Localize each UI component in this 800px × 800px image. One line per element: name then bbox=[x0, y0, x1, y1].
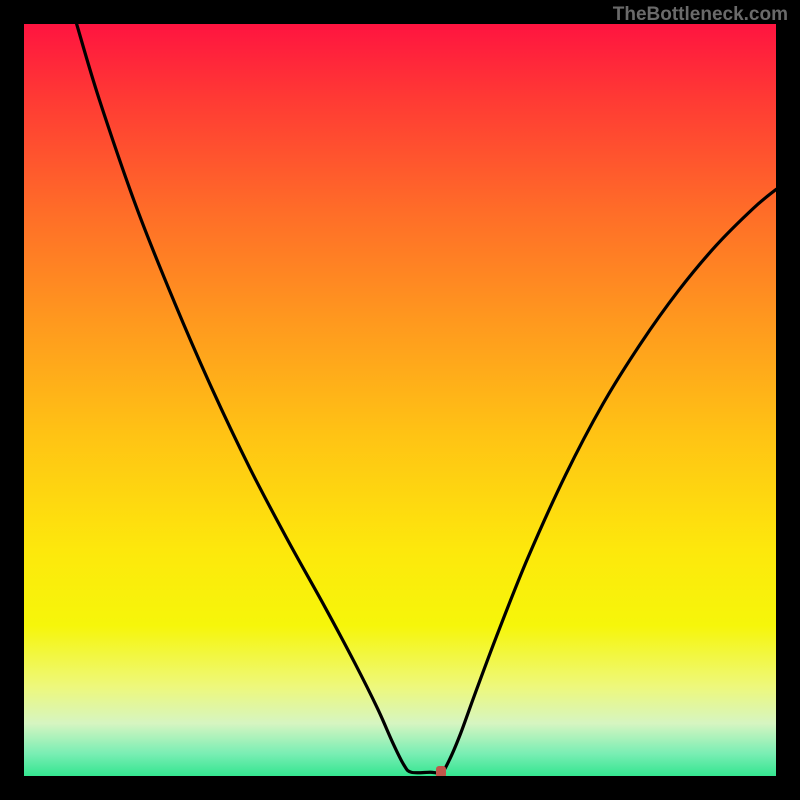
watermark-text: TheBottleneck.com bbox=[613, 4, 788, 26]
bottleneck-curve bbox=[24, 24, 776, 776]
plot-area bbox=[24, 24, 776, 776]
optimum-marker bbox=[436, 766, 446, 776]
curve-path bbox=[77, 24, 776, 773]
